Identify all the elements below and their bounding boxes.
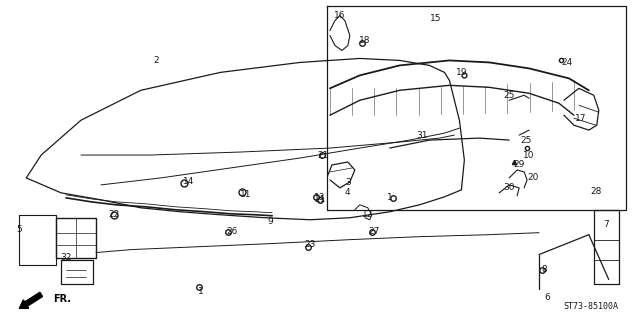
Text: 14: 14 bbox=[183, 177, 194, 187]
Text: 21: 21 bbox=[314, 195, 326, 204]
Text: 1: 1 bbox=[387, 193, 392, 202]
Text: 8: 8 bbox=[541, 265, 547, 274]
Text: 20: 20 bbox=[527, 173, 539, 182]
Text: 25: 25 bbox=[503, 91, 515, 100]
Text: 1: 1 bbox=[197, 287, 203, 296]
Text: 6: 6 bbox=[544, 293, 550, 302]
Text: 15: 15 bbox=[430, 14, 441, 23]
Text: 10: 10 bbox=[524, 150, 535, 160]
Text: 27: 27 bbox=[368, 227, 380, 236]
Text: 29: 29 bbox=[513, 160, 525, 170]
Text: 13: 13 bbox=[314, 193, 326, 202]
Text: 25: 25 bbox=[520, 136, 532, 145]
Text: 31: 31 bbox=[416, 131, 427, 140]
Text: 17: 17 bbox=[575, 114, 587, 123]
Text: 9: 9 bbox=[268, 217, 273, 226]
Text: 18: 18 bbox=[359, 36, 371, 45]
Text: FR.: FR. bbox=[53, 294, 71, 304]
Text: 32: 32 bbox=[61, 253, 72, 262]
Text: 7: 7 bbox=[603, 220, 608, 229]
Text: 21: 21 bbox=[317, 150, 329, 160]
Text: 30: 30 bbox=[503, 183, 515, 192]
Text: 12: 12 bbox=[362, 210, 373, 219]
Text: 26: 26 bbox=[227, 227, 238, 236]
Text: 5: 5 bbox=[17, 225, 22, 234]
FancyArrow shape bbox=[19, 292, 43, 308]
Text: 22: 22 bbox=[108, 210, 120, 219]
Text: 2: 2 bbox=[153, 56, 159, 65]
Text: 11: 11 bbox=[240, 190, 251, 199]
Text: 28: 28 bbox=[590, 188, 601, 196]
Text: 19: 19 bbox=[455, 68, 467, 77]
Text: 4: 4 bbox=[345, 188, 351, 197]
Text: 16: 16 bbox=[334, 11, 346, 20]
Text: ST73-85100A: ST73-85100A bbox=[564, 302, 619, 311]
Text: 24: 24 bbox=[561, 58, 573, 67]
Text: 3: 3 bbox=[345, 179, 351, 188]
Text: 23: 23 bbox=[304, 240, 316, 249]
